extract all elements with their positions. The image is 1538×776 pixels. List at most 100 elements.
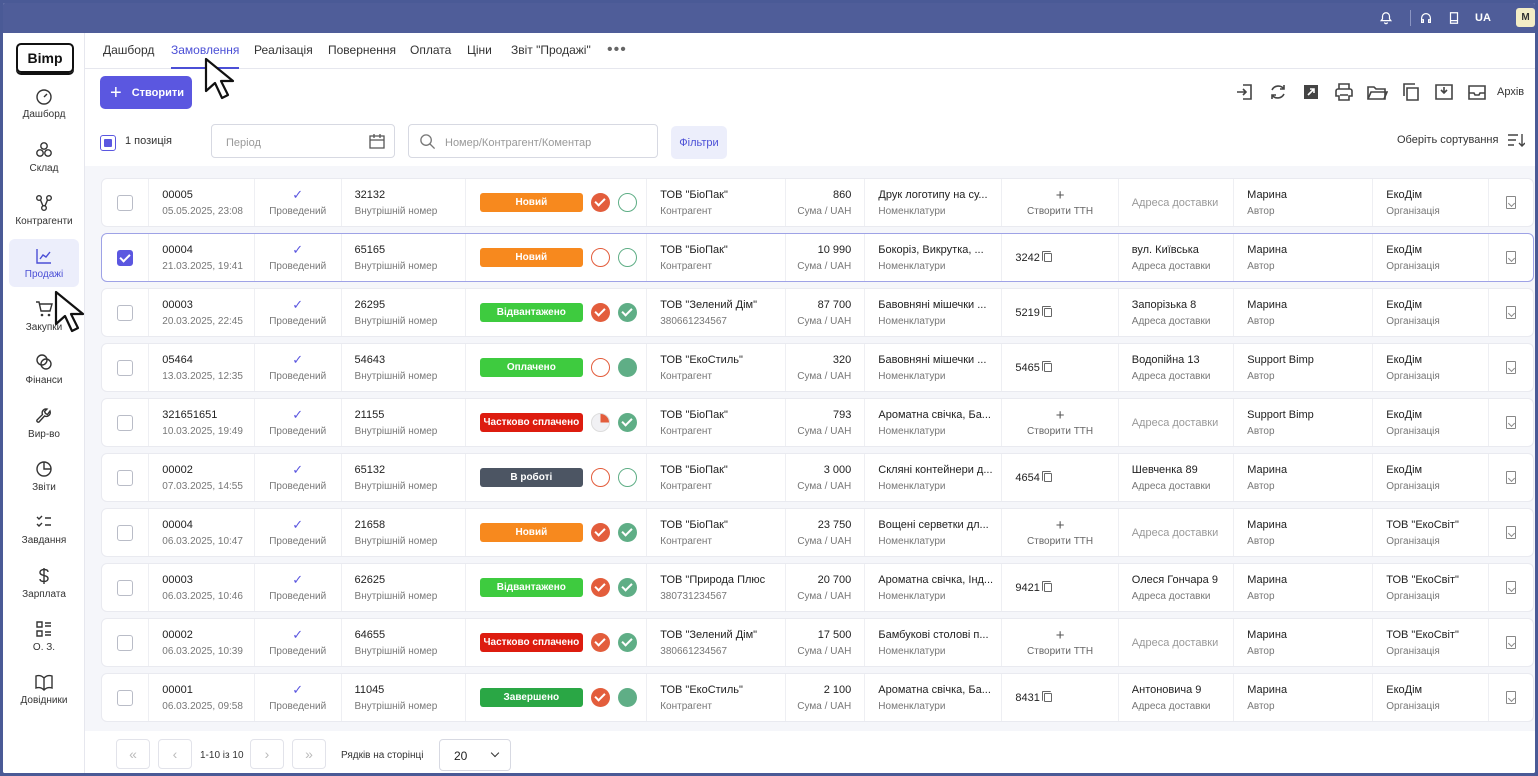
row-checkbox-cell[interactable] — [102, 179, 150, 226]
bookmark-cell[interactable] — [1489, 509, 1533, 556]
row-checkbox-cell[interactable] — [102, 564, 150, 611]
row-checkbox[interactable] — [117, 469, 134, 486]
tab-sales-report[interactable]: Звіт "Продажі" — [511, 43, 591, 57]
row-checkbox[interactable] — [117, 249, 134, 266]
status-badge[interactable]: Новий — [479, 523, 583, 542]
sidebar-item-3[interactable]: Продажі — [9, 239, 79, 287]
address-cell[interactable]: Адреса доставки — [1119, 179, 1235, 226]
sidebar-item-5[interactable]: Фінанси — [9, 345, 79, 393]
export-icon[interactable] — [1300, 81, 1322, 103]
row-checkbox[interactable] — [117, 689, 134, 706]
row-checkbox-cell[interactable] — [102, 619, 150, 666]
user-avatar[interactable]: M — [1516, 8, 1535, 27]
sidebar-item-11[interactable]: Довідники — [9, 665, 79, 713]
table-row[interactable]: 00002 06.03.2025, 10:39 ✓ Проведений 64655 Вн… — [101, 618, 1534, 667]
bell-icon[interactable] — [1377, 9, 1395, 27]
bookmark-cell[interactable] — [1489, 454, 1533, 501]
bookmark-icon[interactable] — [1505, 196, 1516, 209]
bookmark-icon[interactable] — [1505, 581, 1516, 594]
row-checkbox-cell[interactable] — [102, 234, 150, 281]
sidebar-item-8[interactable]: Завдання — [9, 505, 79, 553]
more-tabs-icon[interactable]: ••• — [607, 41, 627, 58]
bookmark-cell[interactable] — [1489, 234, 1533, 281]
copy-icon[interactable] — [1041, 251, 1052, 262]
copy-icon[interactable] — [1400, 81, 1422, 103]
create-ttn-button[interactable]: + Створити ТТН — [1002, 179, 1119, 226]
row-checkbox-cell[interactable] — [102, 289, 150, 336]
table-row[interactable]: 00003 06.03.2025, 10:46 ✓ Проведений 62625 Вн… — [101, 563, 1534, 612]
print-icon[interactable] — [1333, 81, 1355, 103]
bookmark-cell[interactable] — [1489, 289, 1533, 336]
prev-page-button[interactable]: ‹ — [158, 739, 192, 769]
row-checkbox[interactable] — [117, 414, 134, 431]
book-icon[interactable] — [1445, 9, 1463, 27]
status-badge[interactable]: В роботі — [479, 468, 583, 487]
row-checkbox[interactable] — [117, 579, 134, 596]
status-badge[interactable]: Відвантажено — [479, 303, 583, 322]
bookmark-cell[interactable] — [1489, 179, 1533, 226]
copy-icon[interactable] — [1041, 361, 1052, 372]
row-checkbox-cell[interactable] — [102, 399, 150, 446]
create-button[interactable]: + Створити — [100, 76, 192, 109]
language-switch[interactable]: UA — [1475, 12, 1491, 24]
status-badge[interactable]: Частково сплачено — [479, 633, 583, 652]
sort-select[interactable]: Оберіть сортування — [1397, 134, 1499, 146]
status-badge[interactable]: Оплачено — [479, 358, 583, 377]
tab-payment[interactable]: Оплата — [410, 43, 452, 57]
bookmark-icon[interactable] — [1505, 636, 1516, 649]
row-checkbox[interactable] — [117, 304, 134, 321]
import-icon[interactable] — [1234, 81, 1256, 103]
table-row[interactable]: 00005 05.05.2025, 23:08 ✓ Проведений 32132 Вн… — [101, 178, 1534, 227]
inbox-icon[interactable] — [1466, 81, 1488, 103]
sidebar-item-9[interactable]: Зарплата — [9, 559, 79, 607]
search-input[interactable]: Номер/Контрагент/Коментар — [408, 124, 658, 158]
table-row[interactable]: 00003 20.03.2025, 22:45 ✓ Проведений 26295 Вн… — [101, 288, 1534, 337]
copy-icon[interactable] — [1041, 306, 1052, 317]
folder-icon[interactable] — [1366, 81, 1388, 103]
ttn-cell[interactable]: 9421 — [1002, 564, 1119, 611]
row-checkbox[interactable] — [117, 524, 134, 541]
bookmark-cell[interactable] — [1489, 674, 1533, 721]
filters-button[interactable]: Фільтри — [671, 126, 727, 159]
sidebar-item-2[interactable]: Контрагенти — [9, 186, 79, 234]
bookmark-icon[interactable] — [1505, 251, 1516, 264]
ttn-cell[interactable]: 3242 — [1002, 234, 1119, 281]
tab-realization[interactable]: Реалізація — [254, 43, 313, 57]
table-row[interactable]: 00004 21.03.2025, 19:41 ✓ Проведений 65165 Вн… — [101, 233, 1534, 282]
tab-returns[interactable]: Повернення — [328, 43, 396, 57]
row-checkbox-cell[interactable] — [102, 674, 150, 721]
first-page-button[interactable]: « — [116, 739, 150, 769]
row-checkbox[interactable] — [117, 634, 134, 651]
bookmark-cell[interactable] — [1489, 564, 1533, 611]
create-ttn-button[interactable]: + Створити ТТН — [1002, 399, 1119, 446]
ttn-cell[interactable]: 8431 — [1002, 674, 1119, 721]
status-badge[interactable]: Відвантажено — [479, 578, 583, 597]
status-badge[interactable]: Новий — [479, 193, 583, 212]
table-row[interactable]: 00004 06.03.2025, 10:47 ✓ Проведений 21658 Вн… — [101, 508, 1534, 557]
status-badge[interactable]: Частково сплачено — [479, 413, 583, 432]
sidebar-item-7[interactable]: Звіти — [9, 452, 79, 500]
select-all-checkbox[interactable] — [100, 135, 116, 151]
sort-icon[interactable] — [1507, 131, 1525, 149]
copy-icon[interactable] — [1041, 691, 1052, 702]
tab-prices[interactable]: Ціни — [467, 43, 492, 57]
bookmark-icon[interactable] — [1505, 361, 1516, 374]
ttn-cell[interactable]: 4654 — [1002, 454, 1119, 501]
period-input[interactable]: Період — [211, 124, 395, 158]
bookmark-cell[interactable] — [1489, 619, 1533, 666]
address-cell[interactable]: Адреса доставки — [1119, 619, 1235, 666]
bookmark-icon[interactable] — [1505, 306, 1516, 319]
address-cell[interactable]: Адреса доставки — [1119, 509, 1235, 556]
bimp-logo[interactable]: Bimp — [16, 43, 74, 73]
rows-per-page-select[interactable]: 20 — [439, 739, 511, 771]
status-badge[interactable]: Новий — [479, 248, 583, 267]
row-checkbox-cell[interactable] — [102, 454, 150, 501]
bookmark-icon[interactable] — [1505, 471, 1516, 484]
table-row[interactable]: 00002 07.03.2025, 14:55 ✓ Проведений 65132 Вн… — [101, 453, 1534, 502]
archive-box-icon[interactable] — [1433, 81, 1455, 103]
status-badge[interactable]: Завершено — [479, 688, 583, 707]
bookmark-icon[interactable] — [1505, 691, 1516, 704]
bookmark-cell[interactable] — [1489, 344, 1533, 391]
last-page-button[interactable]: » — [292, 739, 326, 769]
copy-icon[interactable] — [1041, 471, 1052, 482]
